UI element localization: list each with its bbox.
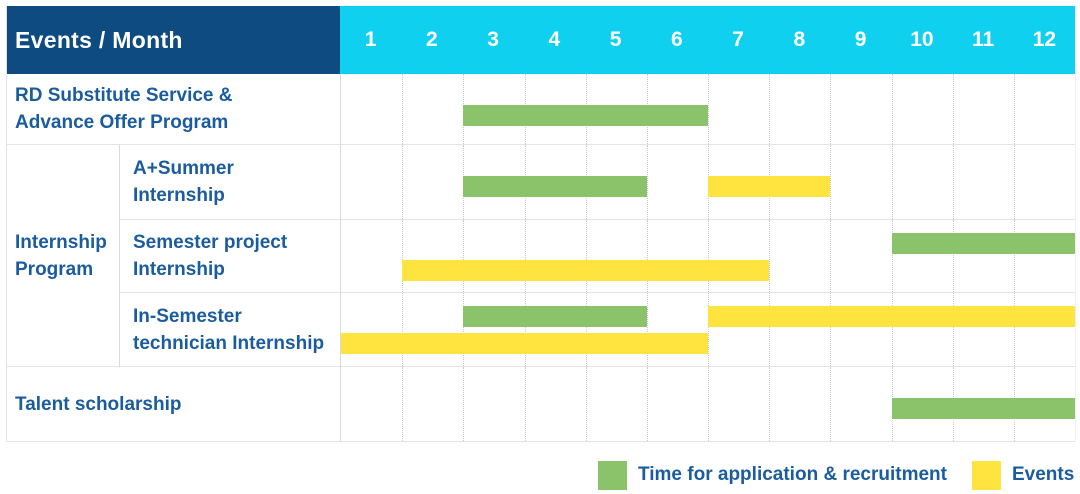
row-label: In-Semester technician Internship (120, 293, 340, 367)
month-gridline (463, 293, 465, 366)
month-gridline (708, 74, 709, 144)
row-label-line: technician Internship (133, 332, 325, 354)
row-group-label: Internship Program (7, 145, 120, 367)
month-gridline (402, 145, 404, 219)
row-label: Semester project Internship (120, 220, 340, 293)
month-gridline (769, 367, 771, 441)
gantt-bar-event (708, 176, 831, 197)
month-gridline (585, 220, 587, 292)
gantt-bar-recruitment (463, 176, 647, 197)
legend: Time for application & recruitment Event… (0, 460, 1080, 490)
gantt-bar-event (402, 260, 770, 281)
row-label-line: Semester project (133, 232, 288, 253)
events-swatch-icon (972, 460, 1001, 490)
row-chart-area (340, 293, 1075, 367)
month-gridline (952, 74, 954, 144)
month-gridline (463, 367, 465, 441)
recruitment-swatch-icon (598, 460, 627, 490)
row-label-line: Talent scholarship (15, 393, 182, 415)
month-gridline (646, 145, 648, 219)
month-header-12: 12 (1032, 28, 1057, 51)
row-label-line: Internship (133, 259, 225, 280)
month-header-4: 4 (548, 28, 561, 51)
month-gridline (402, 220, 404, 292)
month-gridline (646, 367, 648, 441)
month-gridline (1013, 74, 1015, 144)
gantt-bar-recruitment (463, 105, 708, 126)
row-chart-area (340, 367, 1075, 442)
row-label: Talent scholarship (7, 367, 340, 442)
month-header-9: 9 (854, 28, 867, 51)
month-gridline (830, 293, 832, 366)
month-gridline (1013, 145, 1015, 219)
month-gridline (830, 220, 832, 292)
month-header-3: 3 (487, 28, 499, 51)
month-gridline (402, 367, 404, 441)
row-label-line: Internship (133, 185, 225, 206)
legend-item-recruitment: Time for application & recruitment (598, 460, 947, 490)
row-chart-area (340, 74, 1075, 145)
gantt-bar-event (708, 306, 1075, 327)
month-gridline (769, 220, 771, 292)
legend-label-recruitment: Time for application & recruitment (638, 464, 947, 485)
events-month-table: Events / Month 1 2 3 4 5 6 7 8 9 10 11 12 RD Substi… (6, 6, 1076, 442)
month-header-7: 7 (732, 28, 744, 51)
month-gridline (830, 145, 832, 219)
month-gridline (1013, 293, 1015, 366)
month-gridline (585, 367, 587, 441)
month-header-2: 2 (426, 28, 438, 51)
month-gridline (463, 220, 465, 292)
group-label-line: Program (15, 258, 94, 280)
row-label-line: RD Substitute Service & (15, 85, 233, 106)
month-gridline (891, 293, 893, 366)
row-label: A+Summer Internship (120, 145, 340, 220)
gantt-bar-recruitment (463, 306, 647, 327)
month-gridline (1013, 220, 1015, 292)
month-gridline (646, 293, 648, 366)
row-label-line: A+Summer (133, 158, 234, 179)
gantt-bar-recruitment (891, 233, 1075, 254)
table-header-title-cell: Events / Month (7, 6, 340, 74)
gantt-bar-recruitment (891, 398, 1075, 419)
month-header-1: 1 (364, 28, 377, 51)
row-chart-area (340, 220, 1075, 293)
row-chart-area (340, 145, 1075, 220)
month-gridline (708, 367, 709, 441)
month-gridline (830, 367, 832, 441)
month-gridline (769, 74, 771, 144)
month-gridline (402, 74, 404, 144)
month-gridline (585, 293, 587, 366)
month-header-10: 10 (910, 28, 934, 51)
month-gridline (891, 74, 893, 144)
month-gridline (708, 220, 709, 292)
month-gridline (402, 293, 404, 366)
month-gridline (646, 220, 648, 292)
month-gridline (524, 293, 526, 366)
row-label: RD Substitute Service & Advance Offer Pro… (7, 74, 340, 145)
month-header-6: 6 (671, 28, 683, 51)
row-label-line: In-Semester (133, 305, 242, 327)
group-label-line: Internship (15, 231, 107, 253)
month-gridline (524, 220, 526, 292)
table-title: Events / Month (15, 26, 183, 53)
month-gridline (830, 74, 832, 144)
month-gridline (708, 293, 709, 366)
month-header-11: 11 (972, 28, 995, 51)
gantt-bar-event (341, 333, 708, 354)
month-gridline (952, 293, 954, 366)
legend-label-events: Events (1012, 464, 1075, 485)
month-gridline (891, 220, 893, 292)
month-header-row: 1 2 3 4 5 6 7 8 9 10 11 12 (340, 6, 1075, 74)
month-header-8: 8 (793, 28, 806, 51)
month-gridline (891, 145, 893, 219)
month-gridline (952, 145, 954, 219)
month-gridline (769, 293, 771, 366)
month-header-5: 5 (609, 28, 622, 51)
month-gridline (952, 220, 954, 292)
row-label-line: Advance Offer Program (15, 112, 229, 133)
month-gridline (524, 367, 526, 441)
legend-item-events: Events (972, 460, 1074, 490)
